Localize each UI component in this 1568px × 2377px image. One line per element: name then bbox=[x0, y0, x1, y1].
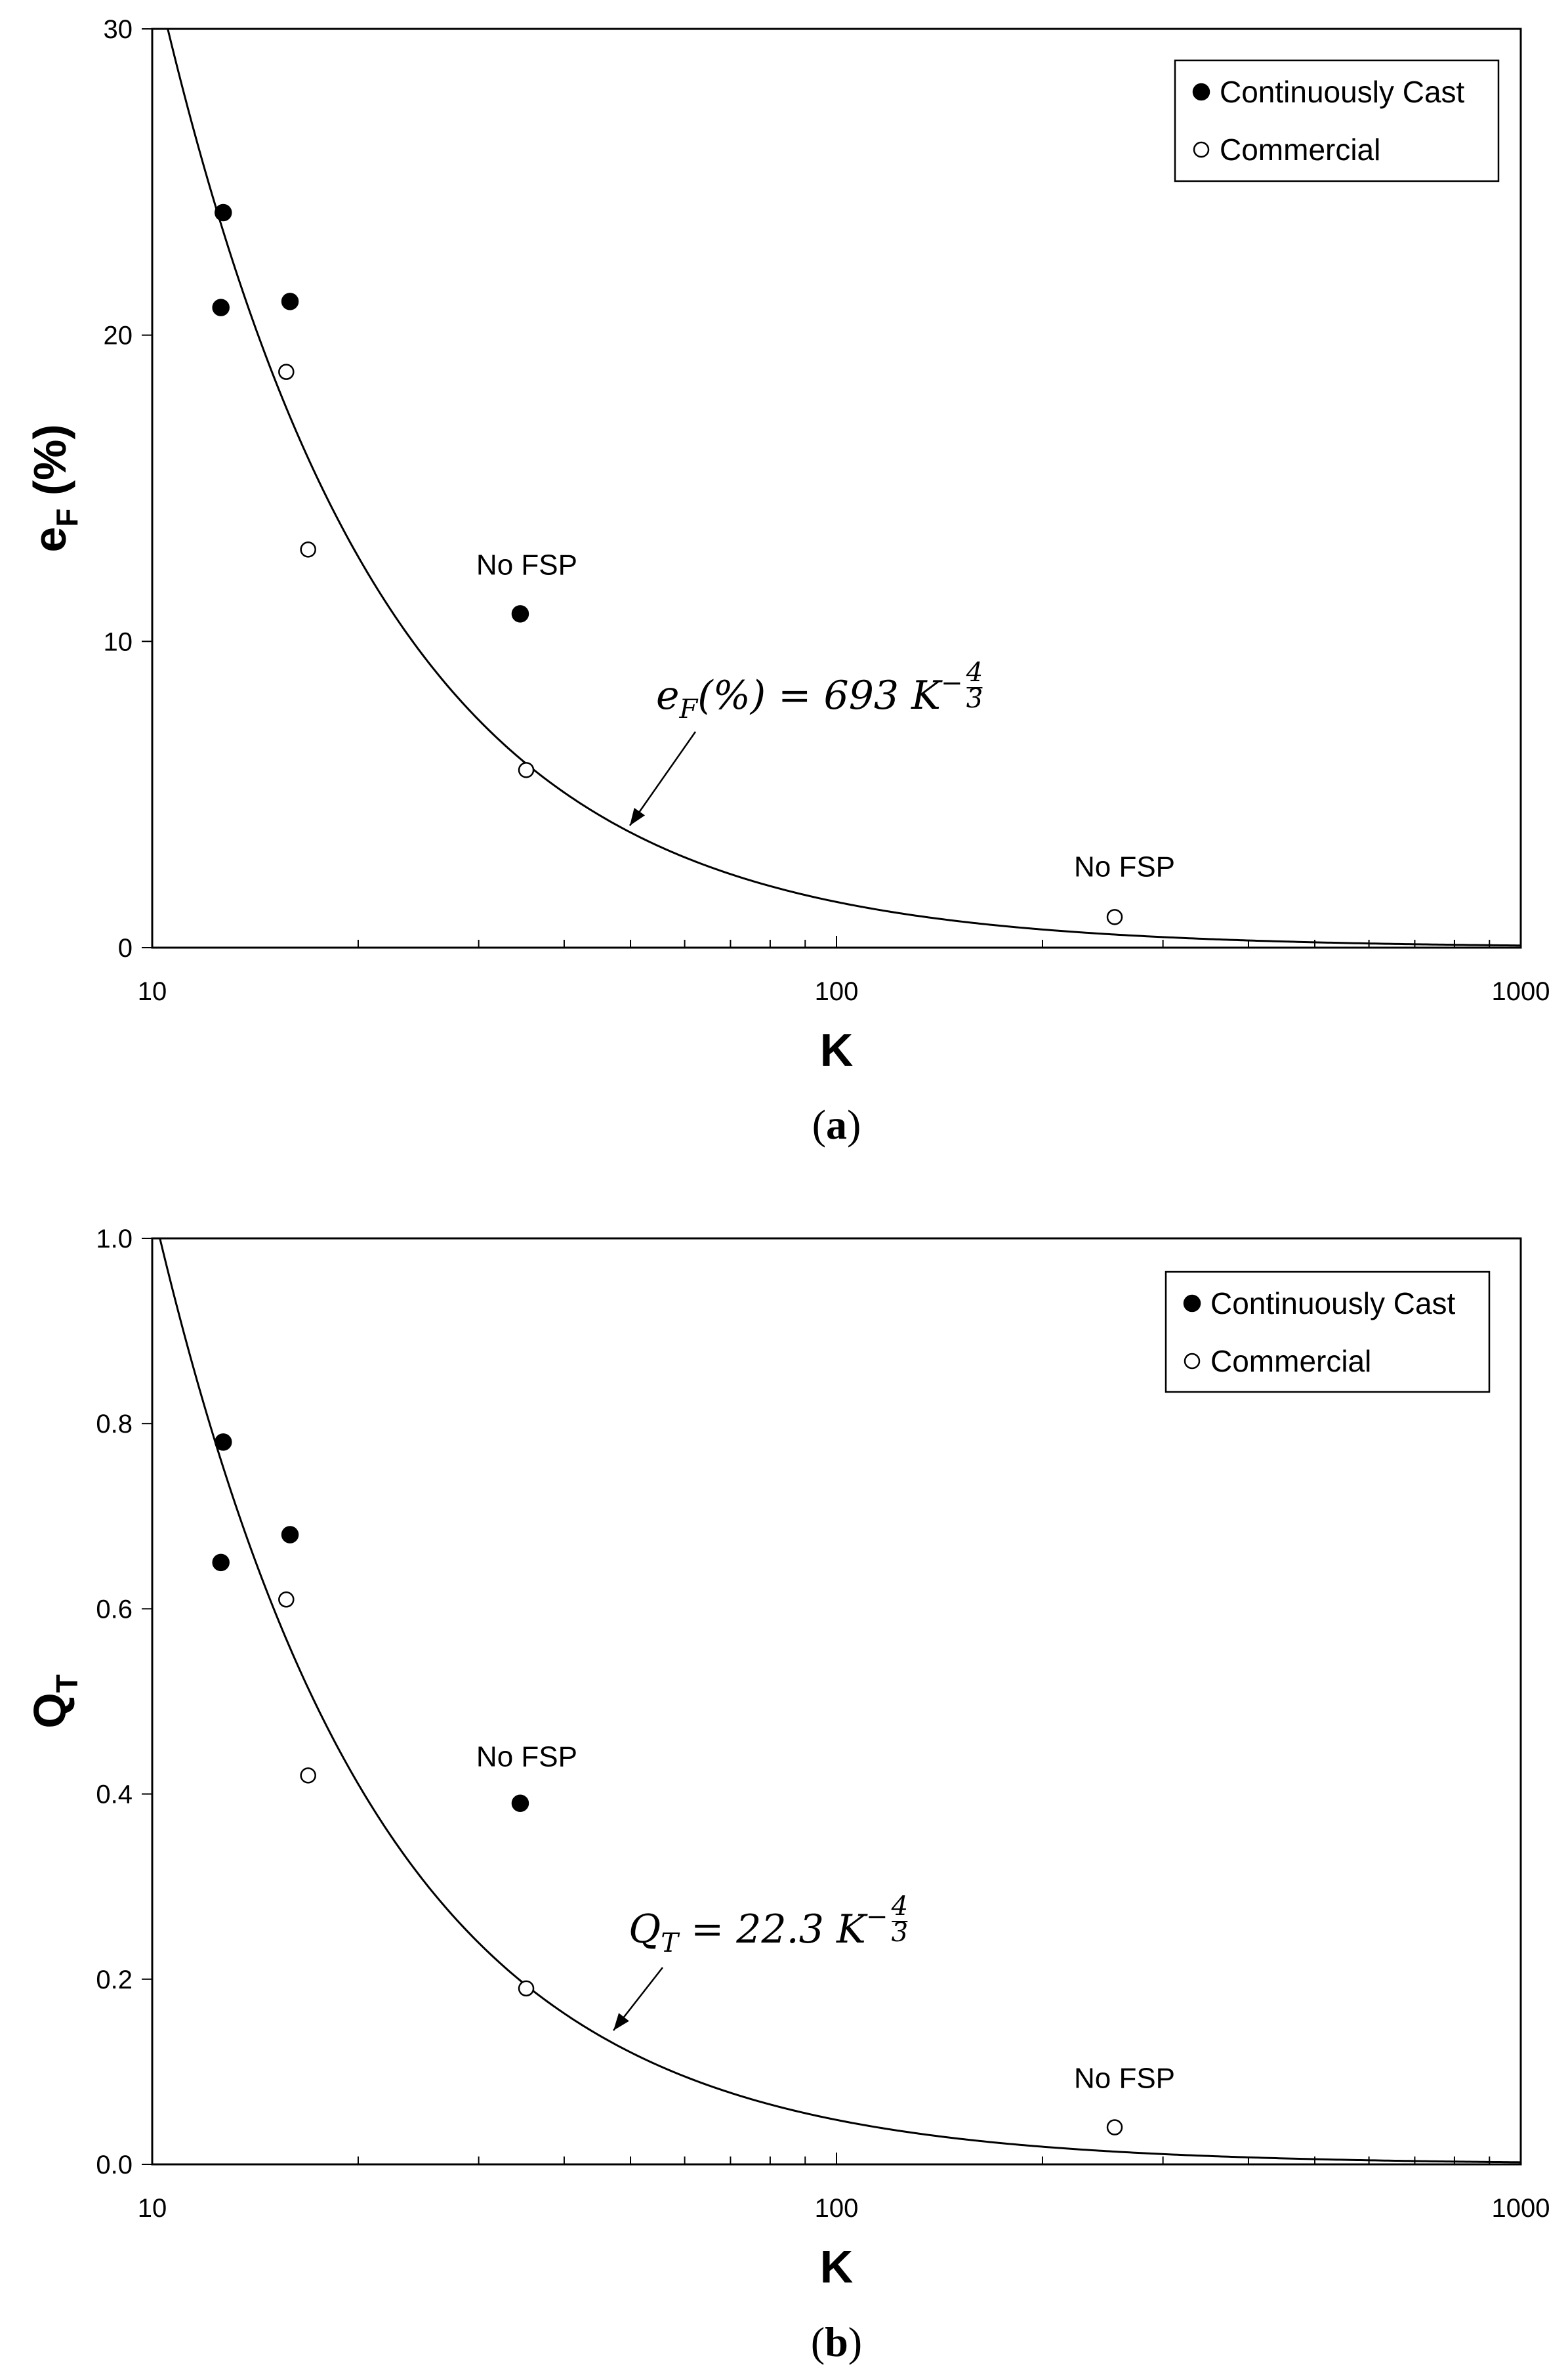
equation-exponent-sign: − bbox=[941, 668, 963, 698]
y-tick-label: 0.4 bbox=[96, 1780, 133, 1809]
legend-label-commercial: Commercial bbox=[1220, 133, 1380, 167]
caption-letter: a bbox=[826, 1101, 847, 1148]
panel-caption: (b) bbox=[811, 2319, 862, 2365]
equation-exponent-denominator: 3 bbox=[966, 684, 983, 714]
commercial-point bbox=[1106, 909, 1123, 925]
continuously-cast-point bbox=[215, 203, 232, 222]
commercial-point bbox=[1106, 2119, 1123, 2135]
commercial-point bbox=[518, 1980, 535, 1997]
commercial-point bbox=[300, 1767, 316, 1784]
x-axis-label: K bbox=[820, 2241, 854, 2292]
commercial-point bbox=[278, 364, 295, 380]
y-tick-label: 10 bbox=[104, 627, 133, 656]
equation-arrow bbox=[629, 731, 697, 826]
x-tick-label: 10 bbox=[138, 2194, 167, 2223]
caption-open-paren: ( bbox=[811, 2319, 825, 2365]
annotation-no-fsp: No FSP bbox=[1074, 851, 1175, 883]
fit-curve bbox=[167, 28, 1521, 947]
y-tick-label: 30 bbox=[104, 15, 133, 44]
annotation-no-fsp: No FSP bbox=[1074, 2063, 1175, 2095]
x-tick-label: 100 bbox=[815, 2194, 859, 2223]
y-tick-label: 1.0 bbox=[96, 1225, 133, 1253]
equation-lhs: e bbox=[656, 673, 680, 719]
equation-exponent-numerator: 4 bbox=[966, 658, 983, 688]
y-tick-label: 0.8 bbox=[96, 1410, 133, 1439]
caption-letter: b bbox=[825, 2319, 848, 2365]
x-tick-label: 100 bbox=[815, 977, 859, 1006]
equation-arrow-head bbox=[630, 807, 646, 826]
y-tick-label: 0.2 bbox=[96, 1966, 133, 1994]
legend-box bbox=[1165, 1271, 1491, 1393]
legend-label-continuously-cast: Continuously Cast bbox=[1220, 75, 1465, 109]
caption-open-paren: ( bbox=[812, 1101, 826, 1148]
continuously-cast-point bbox=[281, 1526, 299, 1544]
x-tick-label: 1000 bbox=[1492, 2194, 1550, 2223]
equation-lhs-subscript: T bbox=[661, 1928, 680, 1958]
commercial-point bbox=[300, 541, 316, 558]
annotation-no-fsp: No FSP bbox=[476, 1741, 577, 1773]
fit-curve bbox=[159, 1238, 1521, 2164]
y-tick-label: 0.0 bbox=[96, 2151, 133, 2179]
x-tick-label: 1000 bbox=[1492, 977, 1550, 1006]
continuously-cast-point bbox=[215, 1433, 232, 1451]
y-tick-label: 0.6 bbox=[96, 1595, 133, 1624]
legend-marker-commercial bbox=[1184, 1353, 1201, 1370]
panel-caption: (a) bbox=[812, 1101, 861, 1148]
y-axis-label-tail: (%) bbox=[24, 424, 75, 508]
continuously-cast-point bbox=[281, 293, 299, 310]
fit-equation: QT = 22.3 K− bbox=[629, 1902, 888, 1958]
x-axis-label: K bbox=[820, 1024, 854, 1076]
equation-exponent-numerator: 4 bbox=[891, 1891, 908, 1922]
legend-label-continuously-cast: Continuously Cast bbox=[1210, 1286, 1456, 1320]
y-axis-label-subscript: T bbox=[50, 1674, 84, 1693]
commercial-point bbox=[278, 1591, 295, 1608]
caption-close-paren: ) bbox=[848, 2319, 862, 2365]
caption-close-paren: ) bbox=[847, 1101, 861, 1148]
equation-rest: (%) = 693 K bbox=[697, 673, 943, 719]
continuously-cast-point bbox=[511, 1794, 529, 1812]
equation-exponent-sign: − bbox=[866, 1902, 888, 1932]
y-tick-label: 20 bbox=[104, 322, 133, 350]
x-tick-label: 10 bbox=[138, 977, 167, 1006]
equation-lhs-subscript: F bbox=[679, 694, 699, 725]
continuously-cast-point bbox=[212, 1553, 230, 1572]
commercial-point bbox=[518, 762, 535, 778]
legend-marker-continuously-cast bbox=[1183, 1294, 1201, 1313]
continuously-cast-point bbox=[511, 605, 529, 623]
equation-arrow-head bbox=[613, 2013, 629, 2030]
y-axis-label: eF (%) bbox=[24, 424, 84, 552]
equation-exponent-denominator: 3 bbox=[892, 1918, 908, 1948]
y-axis-label-subscript: F bbox=[50, 509, 84, 527]
legend-marker-commercial bbox=[1193, 141, 1210, 158]
legend-box bbox=[1174, 59, 1500, 182]
legend-marker-continuously-cast bbox=[1192, 83, 1210, 101]
y-tick-label: 0 bbox=[118, 934, 133, 963]
y-axis-label-main: Q bbox=[24, 1693, 75, 1728]
legend-label-commercial: Commercial bbox=[1210, 1344, 1371, 1378]
y-axis-label-main: e bbox=[24, 527, 75, 553]
equation-lhs: Q bbox=[629, 1906, 661, 1952]
continuously-cast-point bbox=[212, 299, 230, 316]
fit-equation: eF(%) = 693 K− bbox=[656, 668, 962, 725]
annotation-no-fsp: No FSP bbox=[476, 549, 577, 581]
y-axis-label: QT bbox=[24, 1674, 84, 1729]
equation-rest: = 22.3 K bbox=[678, 1906, 868, 1952]
